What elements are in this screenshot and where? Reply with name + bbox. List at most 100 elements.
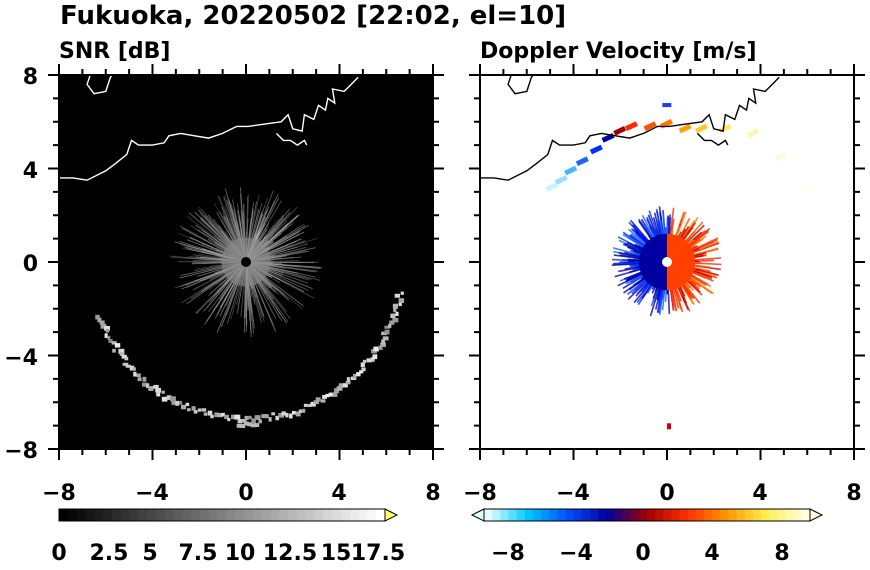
doppler-colorbar-cell	[777, 509, 787, 521]
doppler-coastal-echo	[554, 175, 568, 185]
snr-clutter-cell	[261, 414, 267, 419]
snr-colorbar-cell	[208, 509, 219, 521]
doppler-colorbar	[470, 508, 824, 522]
snr-ytick-label-8: 8	[23, 65, 38, 90]
snr-clutter-cell	[320, 399, 326, 403]
figure-title: Fukuoka, 20220502 [22:02, el=10]	[60, 1, 566, 31]
snr-clutter-cell	[345, 380, 351, 385]
snr-clutter-cell	[333, 388, 340, 394]
doppler-coastal-echo	[802, 184, 816, 195]
snr-colorbar-cell	[323, 509, 333, 521]
snr-clutter-cell	[342, 383, 348, 388]
snr-colorbar-cell	[199, 509, 210, 521]
doppler-colorbar-cell	[524, 509, 534, 521]
snr-colorbar-cell	[164, 509, 175, 521]
snr-isolated-echo	[243, 421, 249, 426]
snr-ytick-label-neg8: −8	[4, 439, 38, 464]
snr-clutter-cell	[307, 403, 312, 408]
snr-panel-title: SNR [dB]	[59, 39, 170, 64]
snr-clutter-cell	[281, 411, 286, 416]
snr-cbar-label-0: 0	[51, 541, 66, 566]
snr-clutter-cell	[191, 406, 196, 411]
snr-clutter-cell	[148, 386, 154, 391]
snr-clutter-cell	[362, 359, 367, 364]
snr-x-tick-labels: −8 −4 0 4 8	[42, 481, 441, 506]
doppler-coastal-echo	[564, 165, 578, 176]
doppler-colorbar-cell	[484, 509, 493, 521]
doppler-panel: Doppler Velocity [m/s] −8 −4 0 4 8 −8 −4…	[463, 39, 865, 566]
snr-clutter-cell	[303, 403, 308, 407]
doppler-radar-site-marker	[662, 257, 672, 267]
doppler-colorbar-labels: −8 −4 0 4 8	[491, 541, 790, 566]
snr-clutter-cell	[156, 392, 161, 397]
snr-colorbar	[58, 508, 399, 522]
snr-clutter-cell	[254, 415, 261, 420]
snr-clutter-cell	[384, 329, 390, 335]
doppler-coastal-echo	[678, 123, 692, 134]
doppler-colorbar-cell	[712, 509, 721, 521]
coastline-main	[59, 76, 359, 181]
doppler-colorbar-cell	[801, 509, 811, 521]
doppler-colorbar-cell	[565, 509, 575, 521]
snr-clutter-cell	[112, 348, 116, 353]
snr-cbar-label-12-5: 12.5	[263, 541, 317, 566]
snr-xtick-label-4: 4	[331, 481, 346, 506]
snr-clutter-cell	[241, 418, 247, 423]
snr-clutter-cell	[360, 362, 365, 368]
snr-colorbar-cell	[367, 509, 377, 521]
snr-colorbar-cell	[226, 509, 236, 521]
coastline-peninsula	[275, 132, 308, 146]
doppler-coastal-echo	[575, 156, 589, 167]
snr-clutter-cell	[108, 339, 113, 343]
snr-clutter-cell	[271, 412, 276, 416]
snr-clutter-cell	[382, 336, 389, 341]
doppler-xtick-label-neg4: −4	[556, 481, 590, 506]
snr-colorbar-cell	[94, 509, 104, 521]
snr-clutter-cell	[258, 419, 262, 424]
snr-colorbar-cell	[314, 509, 324, 521]
doppler-colorbar-cell	[516, 509, 526, 521]
snr-clutter-cell	[119, 352, 125, 356]
doppler-x-tick-labels: −8 −4 0 4 8	[463, 481, 862, 506]
doppler-xtick-label-4: 4	[752, 481, 767, 506]
doppler-core-away	[667, 233, 696, 291]
snr-clutter-cell	[275, 415, 280, 421]
doppler-colorbar-cell	[663, 509, 672, 521]
snr-echo-layer	[95, 187, 405, 428]
snr-clutter-cell	[361, 367, 366, 372]
snr-clutter-cell	[381, 331, 388, 336]
snr-isolated-echo	[236, 423, 242, 428]
snr-clutter-cell	[201, 408, 207, 412]
snr-clutter-cell	[104, 333, 108, 339]
snr-clutter-cell	[289, 413, 293, 419]
snr-clutter-cell	[338, 383, 344, 388]
doppler-colorbar-cell	[589, 509, 599, 521]
snr-colorbar-labels: 0 2.5 5 7.5 10 12.5 15 17.5	[51, 541, 405, 566]
snr-clutter-cell	[231, 414, 237, 420]
doppler-colorbar-cell	[492, 509, 501, 521]
doppler-colorbar-cell	[581, 509, 591, 521]
snr-clutter-cell	[185, 402, 190, 407]
doppler-core-toward	[638, 233, 667, 291]
snr-clutter-cell	[193, 410, 198, 414]
snr-colorbar-extend-max	[384, 508, 399, 522]
doppler-coastal-echo	[695, 123, 709, 134]
doppler-colorbar-cell	[752, 509, 762, 521]
doppler-isolated-echo	[667, 423, 671, 430]
snr-clutter-cell	[381, 339, 386, 344]
snr-clutter-cell	[264, 414, 269, 419]
doppler-coastal-echo	[545, 182, 559, 192]
snr-colorbar-cell	[252, 509, 263, 521]
coastline-peninsula	[696, 132, 729, 146]
snr-clutter-cell	[97, 317, 102, 323]
snr-clutter-cell	[207, 410, 213, 416]
snr-clutter-cell	[180, 404, 187, 410]
snr-clutter-cell	[133, 371, 137, 377]
snr-clutter-cell	[122, 362, 129, 366]
coastline-main	[480, 76, 780, 181]
snr-clutter-cell	[392, 318, 399, 323]
doppler-colorbar-cell	[720, 509, 729, 521]
doppler-colorbar-cell	[704, 509, 713, 521]
snr-clutter-cell	[137, 377, 142, 382]
snr-clutter-cell	[221, 412, 225, 417]
